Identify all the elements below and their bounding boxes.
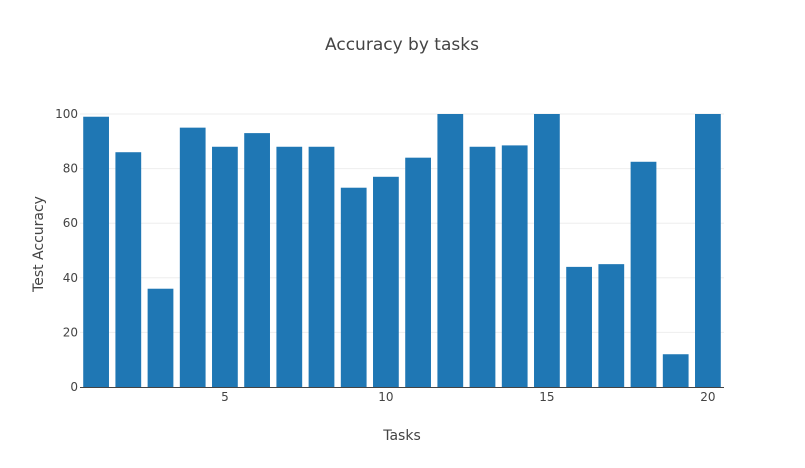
chart-title: Accuracy by tasks <box>325 35 479 55</box>
y-tick-label-20: 20 <box>63 325 78 339</box>
x-tick-label-15: 15 <box>539 390 554 404</box>
bar-task-8[interactable] <box>308 146 335 387</box>
x-tick-labels: 5 10 15 20 <box>221 390 715 404</box>
bar-task-13[interactable] <box>469 146 496 387</box>
y-tick-label-100: 100 <box>55 107 78 121</box>
bar-task-2[interactable] <box>115 152 142 387</box>
y-tick-label-60: 60 <box>63 216 78 230</box>
y-axis-title: Test Accuracy <box>31 196 47 293</box>
bar-task-4[interactable] <box>179 127 206 388</box>
x-tick-label-10: 10 <box>378 390 393 404</box>
bar-task-10[interactable] <box>373 176 399 387</box>
bar-task-18[interactable] <box>630 161 657 387</box>
x-axis-title: Tasks <box>382 428 421 444</box>
x-tick-label-5: 5 <box>221 390 229 404</box>
bar-task-16[interactable] <box>566 266 592 387</box>
x-tick-label-20: 20 <box>700 390 715 404</box>
bar-task-1[interactable] <box>83 116 109 387</box>
bar-task-11[interactable] <box>405 157 431 387</box>
bar-task-9[interactable] <box>340 187 367 387</box>
bar-task-3[interactable] <box>147 288 174 387</box>
bar-task-6[interactable] <box>244 133 270 387</box>
y-tick-label-0: 0 <box>70 380 78 394</box>
y-tick-label-40: 40 <box>63 271 78 285</box>
bar-task-20[interactable] <box>695 114 721 387</box>
bar-task-5[interactable] <box>212 146 238 387</box>
bar-task-17[interactable] <box>598 264 625 387</box>
bar-task-12[interactable] <box>437 114 464 387</box>
bar-task-19[interactable] <box>662 354 689 387</box>
y-tick-labels: 0 20 40 60 80 100 <box>55 107 78 394</box>
bar-task-7[interactable] <box>276 146 303 387</box>
bars <box>83 114 721 388</box>
grid-lines <box>80 113 724 333</box>
bar-task-14[interactable] <box>501 145 528 387</box>
bar-task-15[interactable] <box>534 114 560 387</box>
y-tick-label-80: 80 <box>63 162 78 176</box>
